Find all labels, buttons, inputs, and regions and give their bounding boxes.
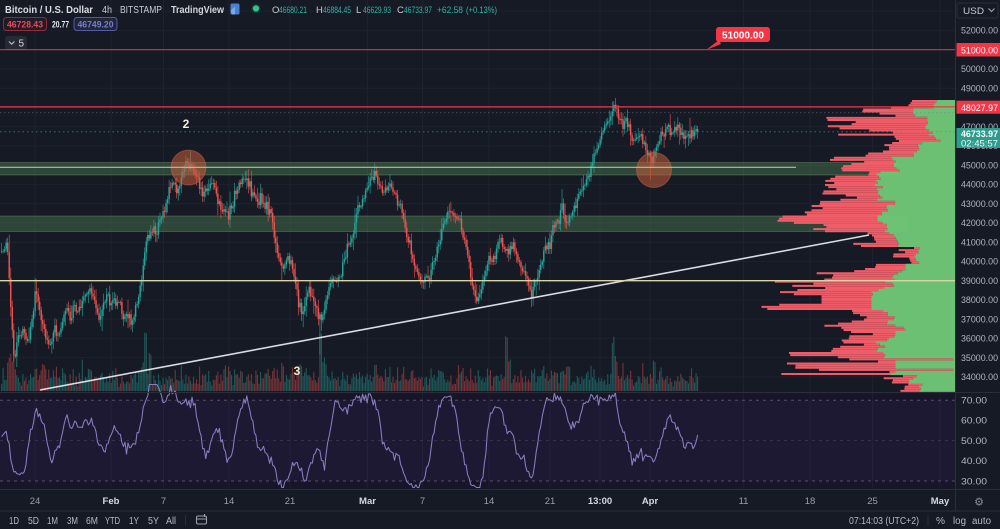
svg-text:35000.00: 35000.00 xyxy=(961,353,998,364)
svg-text:34000.00: 34000.00 xyxy=(961,372,998,383)
svg-text:Bitcoin / U.S. Dollar: Bitcoin / U.S. Dollar xyxy=(5,4,93,16)
svg-text:Feb: Feb xyxy=(103,496,120,507)
svg-text:Apr: Apr xyxy=(642,496,659,507)
svg-text:auto: auto xyxy=(972,516,992,527)
svg-text:51000.00: 51000.00 xyxy=(722,31,764,42)
svg-text:44000.00: 44000.00 xyxy=(961,180,998,191)
svg-text:46629.93: 46629.93 xyxy=(363,5,391,16)
svg-text:May: May xyxy=(931,496,950,507)
svg-text:07:14:03 (UTC+2): 07:14:03 (UTC+2) xyxy=(849,516,919,527)
svg-text:7: 7 xyxy=(420,496,425,507)
svg-text:14: 14 xyxy=(224,496,235,507)
svg-text:30.00: 30.00 xyxy=(961,476,987,487)
svg-text:46733.97: 46733.97 xyxy=(404,5,432,16)
svg-text:log: log xyxy=(953,516,966,527)
svg-text:1D: 1D xyxy=(9,516,19,527)
svg-text:20.77: 20.77 xyxy=(52,20,69,30)
svg-text:48027.97: 48027.97 xyxy=(961,103,998,114)
svg-text:43000.00: 43000.00 xyxy=(961,199,998,210)
svg-text:(+0.13%): (+0.13%) xyxy=(466,5,497,16)
svg-text:50.00: 50.00 xyxy=(961,436,987,447)
svg-text:13:00: 13:00 xyxy=(588,496,612,507)
svg-text:⚙: ⚙ xyxy=(974,497,984,509)
svg-text:18: 18 xyxy=(805,496,816,507)
svg-text:46733.97: 46733.97 xyxy=(961,129,998,140)
svg-text:46884.45: 46884.45 xyxy=(323,5,351,16)
svg-text:1M: 1M xyxy=(47,516,58,527)
svg-text:5: 5 xyxy=(19,39,25,50)
svg-text:38000.00: 38000.00 xyxy=(961,295,998,306)
svg-text:46680.21: 46680.21 xyxy=(279,5,307,16)
svg-text:46749.20: 46749.20 xyxy=(78,20,114,30)
svg-text:3M: 3M xyxy=(67,516,78,527)
svg-text:O: O xyxy=(272,5,279,16)
svg-text:6M: 6M xyxy=(86,516,98,527)
svg-text:41000.00: 41000.00 xyxy=(961,237,998,248)
svg-text:2: 2 xyxy=(183,117,190,131)
svg-text:Mar: Mar xyxy=(359,496,376,507)
svg-text:21: 21 xyxy=(285,496,296,507)
svg-text:45000.00: 45000.00 xyxy=(961,160,998,171)
svg-text:70.00: 70.00 xyxy=(961,396,987,407)
svg-text:40000.00: 40000.00 xyxy=(961,257,998,268)
svg-text:21: 21 xyxy=(545,496,556,507)
svg-text:50000.00: 50000.00 xyxy=(961,64,998,75)
svg-text:BITSTAMP: BITSTAMP xyxy=(120,5,162,16)
svg-text:37000.00: 37000.00 xyxy=(961,314,998,325)
svg-text:H: H xyxy=(316,5,323,16)
svg-text:YTD: YTD xyxy=(105,516,120,527)
svg-text:5D: 5D xyxy=(28,516,39,527)
svg-text:11: 11 xyxy=(739,496,749,507)
svg-text:49000.00: 49000.00 xyxy=(961,83,998,94)
svg-text:%: % xyxy=(936,516,945,527)
svg-text:36000.00: 36000.00 xyxy=(961,334,998,345)
svg-text:25: 25 xyxy=(867,496,878,507)
svg-text:TradingView: TradingView xyxy=(171,4,225,16)
svg-text:42000.00: 42000.00 xyxy=(961,218,998,229)
svg-text:60.00: 60.00 xyxy=(961,416,987,427)
svg-text:L: L xyxy=(356,5,361,16)
svg-text:39000.00: 39000.00 xyxy=(961,276,998,287)
svg-text:3: 3 xyxy=(294,364,301,378)
svg-text:4h: 4h xyxy=(102,5,112,16)
svg-text:7: 7 xyxy=(161,496,166,507)
svg-text:+62.58: +62.58 xyxy=(437,5,463,16)
svg-text:24: 24 xyxy=(30,496,41,507)
svg-text:14: 14 xyxy=(484,496,495,507)
svg-text:47000.00: 47000.00 xyxy=(961,122,998,133)
svg-text:All: All xyxy=(166,516,176,527)
svg-text:46728.43: 46728.43 xyxy=(7,20,43,30)
svg-text:C: C xyxy=(397,5,404,16)
svg-text:40.00: 40.00 xyxy=(961,456,987,467)
svg-text:51000.00: 51000.00 xyxy=(961,45,998,56)
svg-text:52000.00: 52000.00 xyxy=(961,26,998,37)
svg-text:02:45:57: 02:45:57 xyxy=(961,138,998,149)
svg-text:1Y: 1Y xyxy=(129,516,139,527)
svg-text:USD: USD xyxy=(963,6,984,17)
svg-text:5Y: 5Y xyxy=(148,516,159,527)
